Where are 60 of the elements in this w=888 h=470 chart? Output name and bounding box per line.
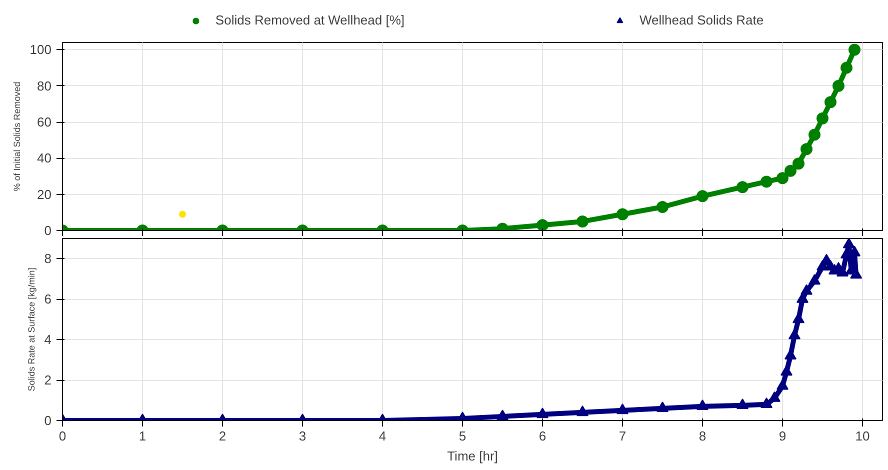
x-tick-label: 2 [218, 428, 226, 444]
y-axis-title: Solids Rate at Surface [kg/min] [26, 268, 36, 392]
point [800, 284, 812, 295]
y-tick-label: 20 [37, 186, 52, 202]
point [616, 404, 628, 414]
x-tick-label: 6 [538, 428, 546, 444]
legend-label: Wellhead Solids Rate [640, 12, 764, 28]
y-tick-label: 8 [44, 251, 52, 266]
point [576, 406, 588, 416]
point [792, 158, 804, 170]
point [496, 410, 508, 420]
point [842, 238, 855, 248]
point [760, 397, 772, 408]
point [656, 402, 668, 412]
y-tick-label: 2 [44, 372, 52, 388]
x-tick-label: 0 [58, 428, 66, 444]
point [816, 112, 828, 124]
point [800, 143, 812, 156]
point [760, 176, 772, 188]
x-tick-label: 9 [778, 428, 786, 444]
point [736, 181, 748, 194]
x-tick-label: 1 [138, 428, 146, 444]
point [780, 365, 792, 376]
point [848, 44, 860, 56]
point [784, 164, 796, 177]
point [840, 62, 852, 74]
point [736, 398, 748, 410]
point [576, 215, 588, 228]
point [776, 172, 788, 184]
point [536, 408, 548, 418]
y-tick-label: 60 [37, 114, 52, 130]
x-tick-label: 4 [378, 428, 386, 444]
point [788, 328, 800, 340]
point [696, 190, 708, 202]
x-tick-label: 10 [855, 428, 870, 444]
point [808, 274, 820, 285]
point [616, 208, 628, 220]
legend-label: Solids Removed at Wellhead [%] [215, 12, 405, 28]
x-tick-label: 8 [698, 428, 706, 444]
point [776, 379, 788, 390]
y-tick-label: 6 [44, 292, 52, 307]
x-axis-title: Time [hr] [447, 448, 498, 464]
point [824, 96, 836, 108]
x-tick-label: 3 [298, 428, 306, 444]
point [696, 399, 708, 410]
y-tick-label: 4 [44, 332, 52, 348]
point [656, 201, 668, 213]
point [536, 219, 548, 230]
y-tick-label: 0 [44, 413, 52, 428]
point [808, 128, 820, 141]
y-tick-label: 80 [37, 78, 52, 94]
y-tick-label: 40 [37, 150, 52, 166]
y-axis-title: % of Initial Solids Removed [12, 82, 22, 192]
point [768, 391, 780, 402]
x-tick-label: 7 [618, 428, 626, 444]
y-tick-label: 0 [44, 223, 52, 238]
point [832, 80, 844, 92]
point [179, 210, 186, 218]
x-tick-label: 5 [458, 428, 466, 444]
y-tick-label: 100 [30, 42, 52, 58]
